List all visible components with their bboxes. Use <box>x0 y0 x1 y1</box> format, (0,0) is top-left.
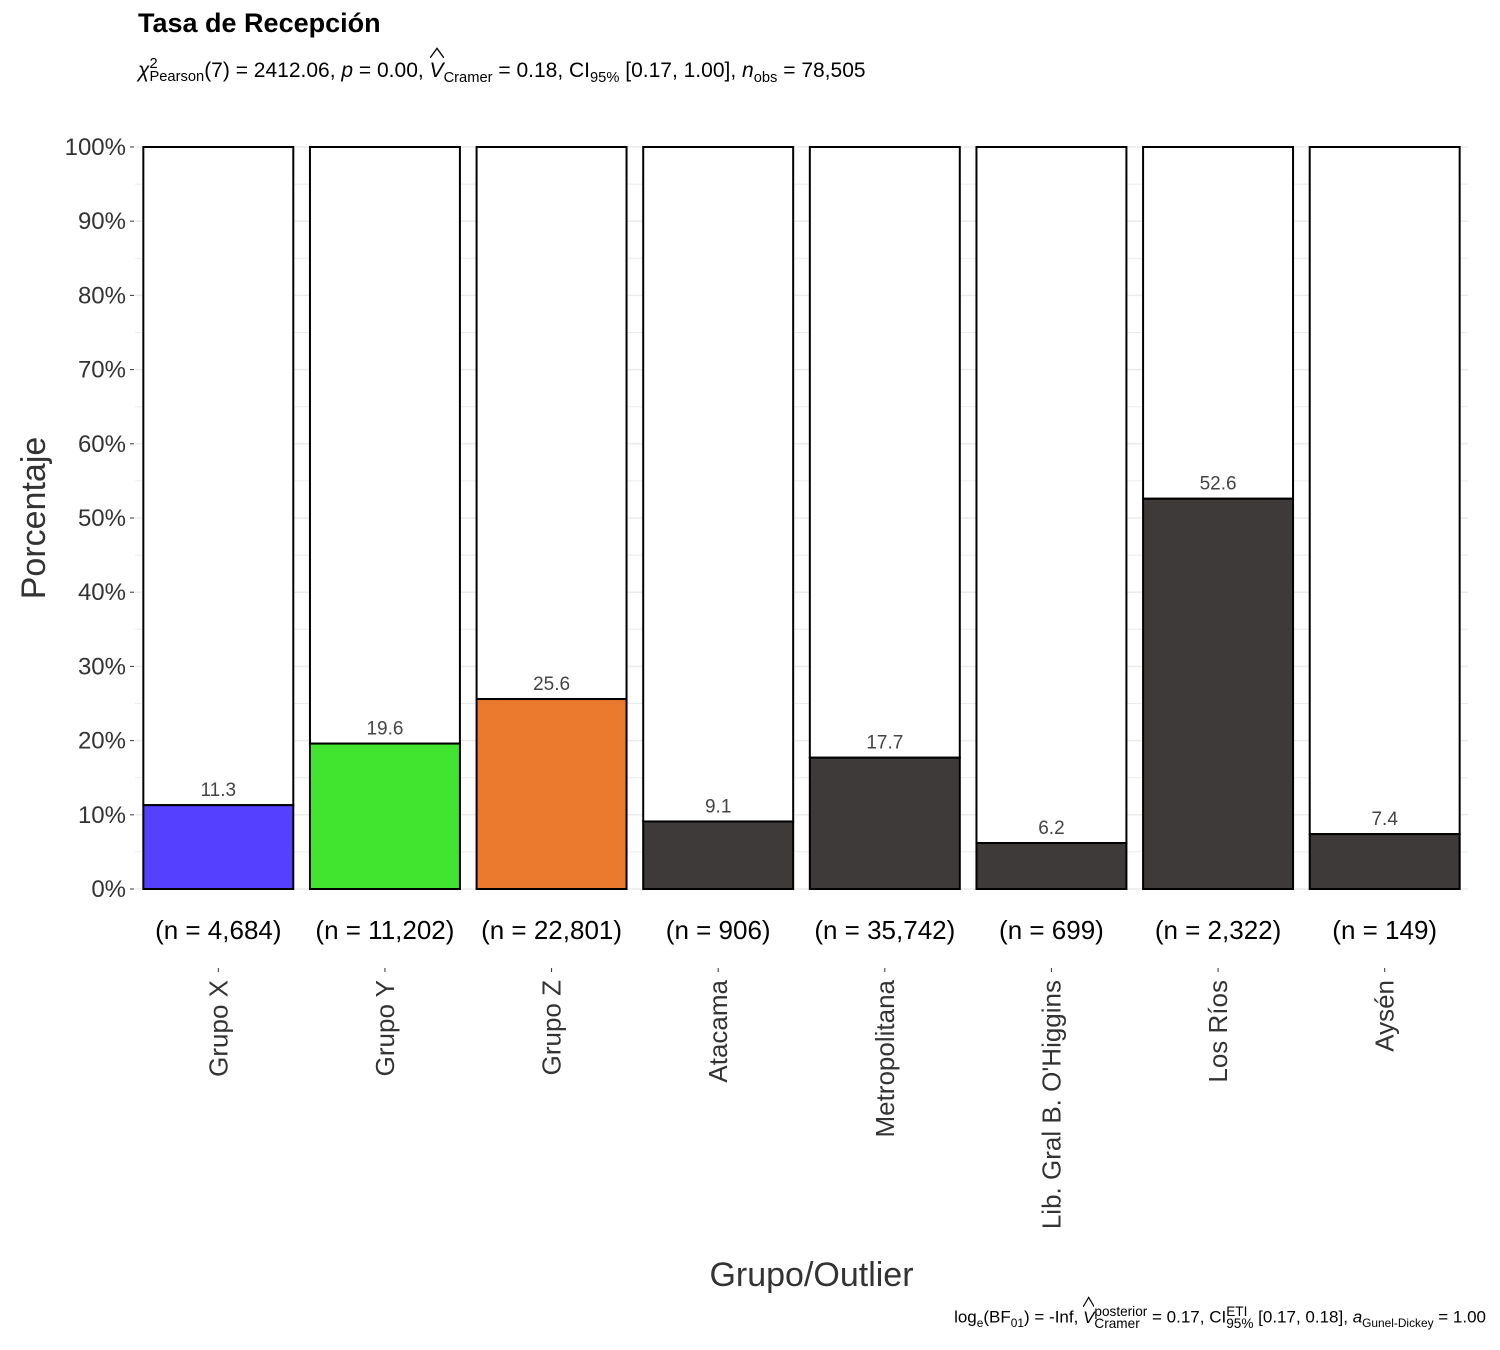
bar-remainder <box>1308 146 1461 836</box>
bar <box>808 756 961 891</box>
subtitle-chi-sup: 2 <box>149 56 158 72</box>
count-label: (n = 35,742) <box>814 915 955 945</box>
subtitle-n-rest: = 78,505 <box>777 58 866 82</box>
x-tick-label: Aysén <box>1370 980 1400 1052</box>
caption-v-sub: Cramer <box>1094 1316 1140 1332</box>
x-tick-label: Los Ríos <box>1203 980 1233 1083</box>
caption-ci-sup: ETI <box>1226 1304 1248 1319</box>
bar-chart: 0% 10% 20% 30% 40% 50% 60% 70% 80% 90% 100% 11.3 (n … <box>15 134 1468 1294</box>
caption-a-symbol: a <box>1352 1307 1363 1327</box>
subtitle-p-symbol: p <box>341 58 354 82</box>
caption-v-rest: = 0.17, CI <box>1147 1307 1227 1327</box>
bar-remainder <box>808 146 961 759</box>
x-tick-label: Atacama <box>703 979 733 1082</box>
chart-title: Tasa de Recepción <box>138 8 381 38</box>
data-label: 25.6 <box>533 674 570 695</box>
y-tick-label: 0% <box>91 876 126 903</box>
subtitle-p-rest: = 0.00, <box>353 58 430 82</box>
bar <box>142 804 295 890</box>
subtitle-ci-sub: 95% <box>590 69 620 86</box>
caption-bf-sub: 01 <box>1010 1316 1025 1331</box>
y-tick-label: 30% <box>78 653 126 680</box>
y-axis-title: Porcentaje <box>15 437 53 600</box>
data-label: 52.6 <box>1200 474 1237 495</box>
bar <box>642 820 795 891</box>
data-label: 19.6 <box>366 719 403 740</box>
bar <box>975 841 1128 890</box>
subtitle-n-symbol: n <box>742 58 754 82</box>
data-label: 7.4 <box>1371 809 1398 830</box>
y-tick-label: 10% <box>78 802 126 829</box>
count-label: (n = 149) <box>1332 915 1437 945</box>
bar-remainder <box>975 146 1128 844</box>
subtitle-chi-symbol: χ <box>138 58 150 82</box>
y-tick-label: 90% <box>78 208 126 235</box>
y-tick-label: 20% <box>78 728 126 755</box>
caption-log: log <box>954 1307 977 1327</box>
caption-bf: (BF <box>983 1307 1011 1327</box>
count-label: (n = 699) <box>999 915 1104 945</box>
y-tick-label: 100% <box>65 134 126 161</box>
y-tick-label: 60% <box>78 431 126 458</box>
count-label: (n = 22,801) <box>481 915 622 945</box>
caption-v-symbol: V <box>1083 1307 1095 1327</box>
y-tick-label: 80% <box>78 282 126 309</box>
caption-log-sub: e <box>976 1316 984 1331</box>
subtitle-chi-sub: Pearson <box>149 69 205 86</box>
count-label: (n = 4,684) <box>155 915 281 945</box>
bar <box>1308 833 1461 890</box>
count-label: (n = 906) <box>666 915 771 945</box>
y-tick-label: 40% <box>78 579 126 606</box>
data-label: 17.7 <box>866 733 903 754</box>
bar-remainder <box>1142 146 1295 500</box>
caption-v-sup: posterior <box>1094 1304 1148 1319</box>
bar <box>1142 497 1295 890</box>
caption-a-sub: Gunel-Dickey <box>1362 1316 1434 1331</box>
bar-remainder <box>308 146 461 745</box>
subtitle-v-sub: Cramer <box>443 69 493 86</box>
subtitle-chi-rest: (7) = 2412.06, <box>204 58 342 82</box>
x-axis-title: Grupo/Outlier <box>709 1256 913 1294</box>
caption-ci-rest: [0.17, 0.18], <box>1253 1307 1353 1327</box>
count-label: (n = 11,202) <box>315 915 454 945</box>
bar-remainder <box>475 146 628 701</box>
chart-subtitle: χ 2 Pearson (7) = 2412.06, p = 0.00, VCrame… <box>138 47 866 86</box>
caption-bf-rest: ) = -Inf, <box>1024 1307 1084 1327</box>
y-tick-label: 70% <box>78 357 126 384</box>
x-tick-label: Grupo Y <box>370 980 400 1076</box>
x-tick-label: Grupo Z <box>537 980 567 1075</box>
subtitle-ci-rest: [0.17, 1.00], <box>619 58 743 82</box>
subtitle-v-rest: = 0.18, CI <box>492 58 591 82</box>
caption-a-rest: = 1.00 <box>1433 1307 1486 1327</box>
data-label: 9.1 <box>705 796 731 817</box>
subtitle-v-symbol: V <box>429 58 444 82</box>
x-tick-label: Metropolitana <box>870 979 900 1137</box>
bar-remainder <box>642 146 795 823</box>
x-tick-label: Lib. Gral B. O'Higgins <box>1036 980 1066 1229</box>
data-label: 6.2 <box>1038 818 1064 839</box>
data-label: 11.3 <box>201 780 237 801</box>
bar <box>475 698 628 890</box>
count-label: (n = 2,322) <box>1155 915 1281 945</box>
bar-remainder <box>142 146 295 807</box>
x-tick-label: Grupo X <box>203 980 233 1077</box>
bar <box>308 742 461 890</box>
y-tick-label: 50% <box>78 505 126 532</box>
caption-ci-sub: 95% <box>1226 1316 1254 1332</box>
subtitle-n-sub: obs <box>753 69 778 86</box>
